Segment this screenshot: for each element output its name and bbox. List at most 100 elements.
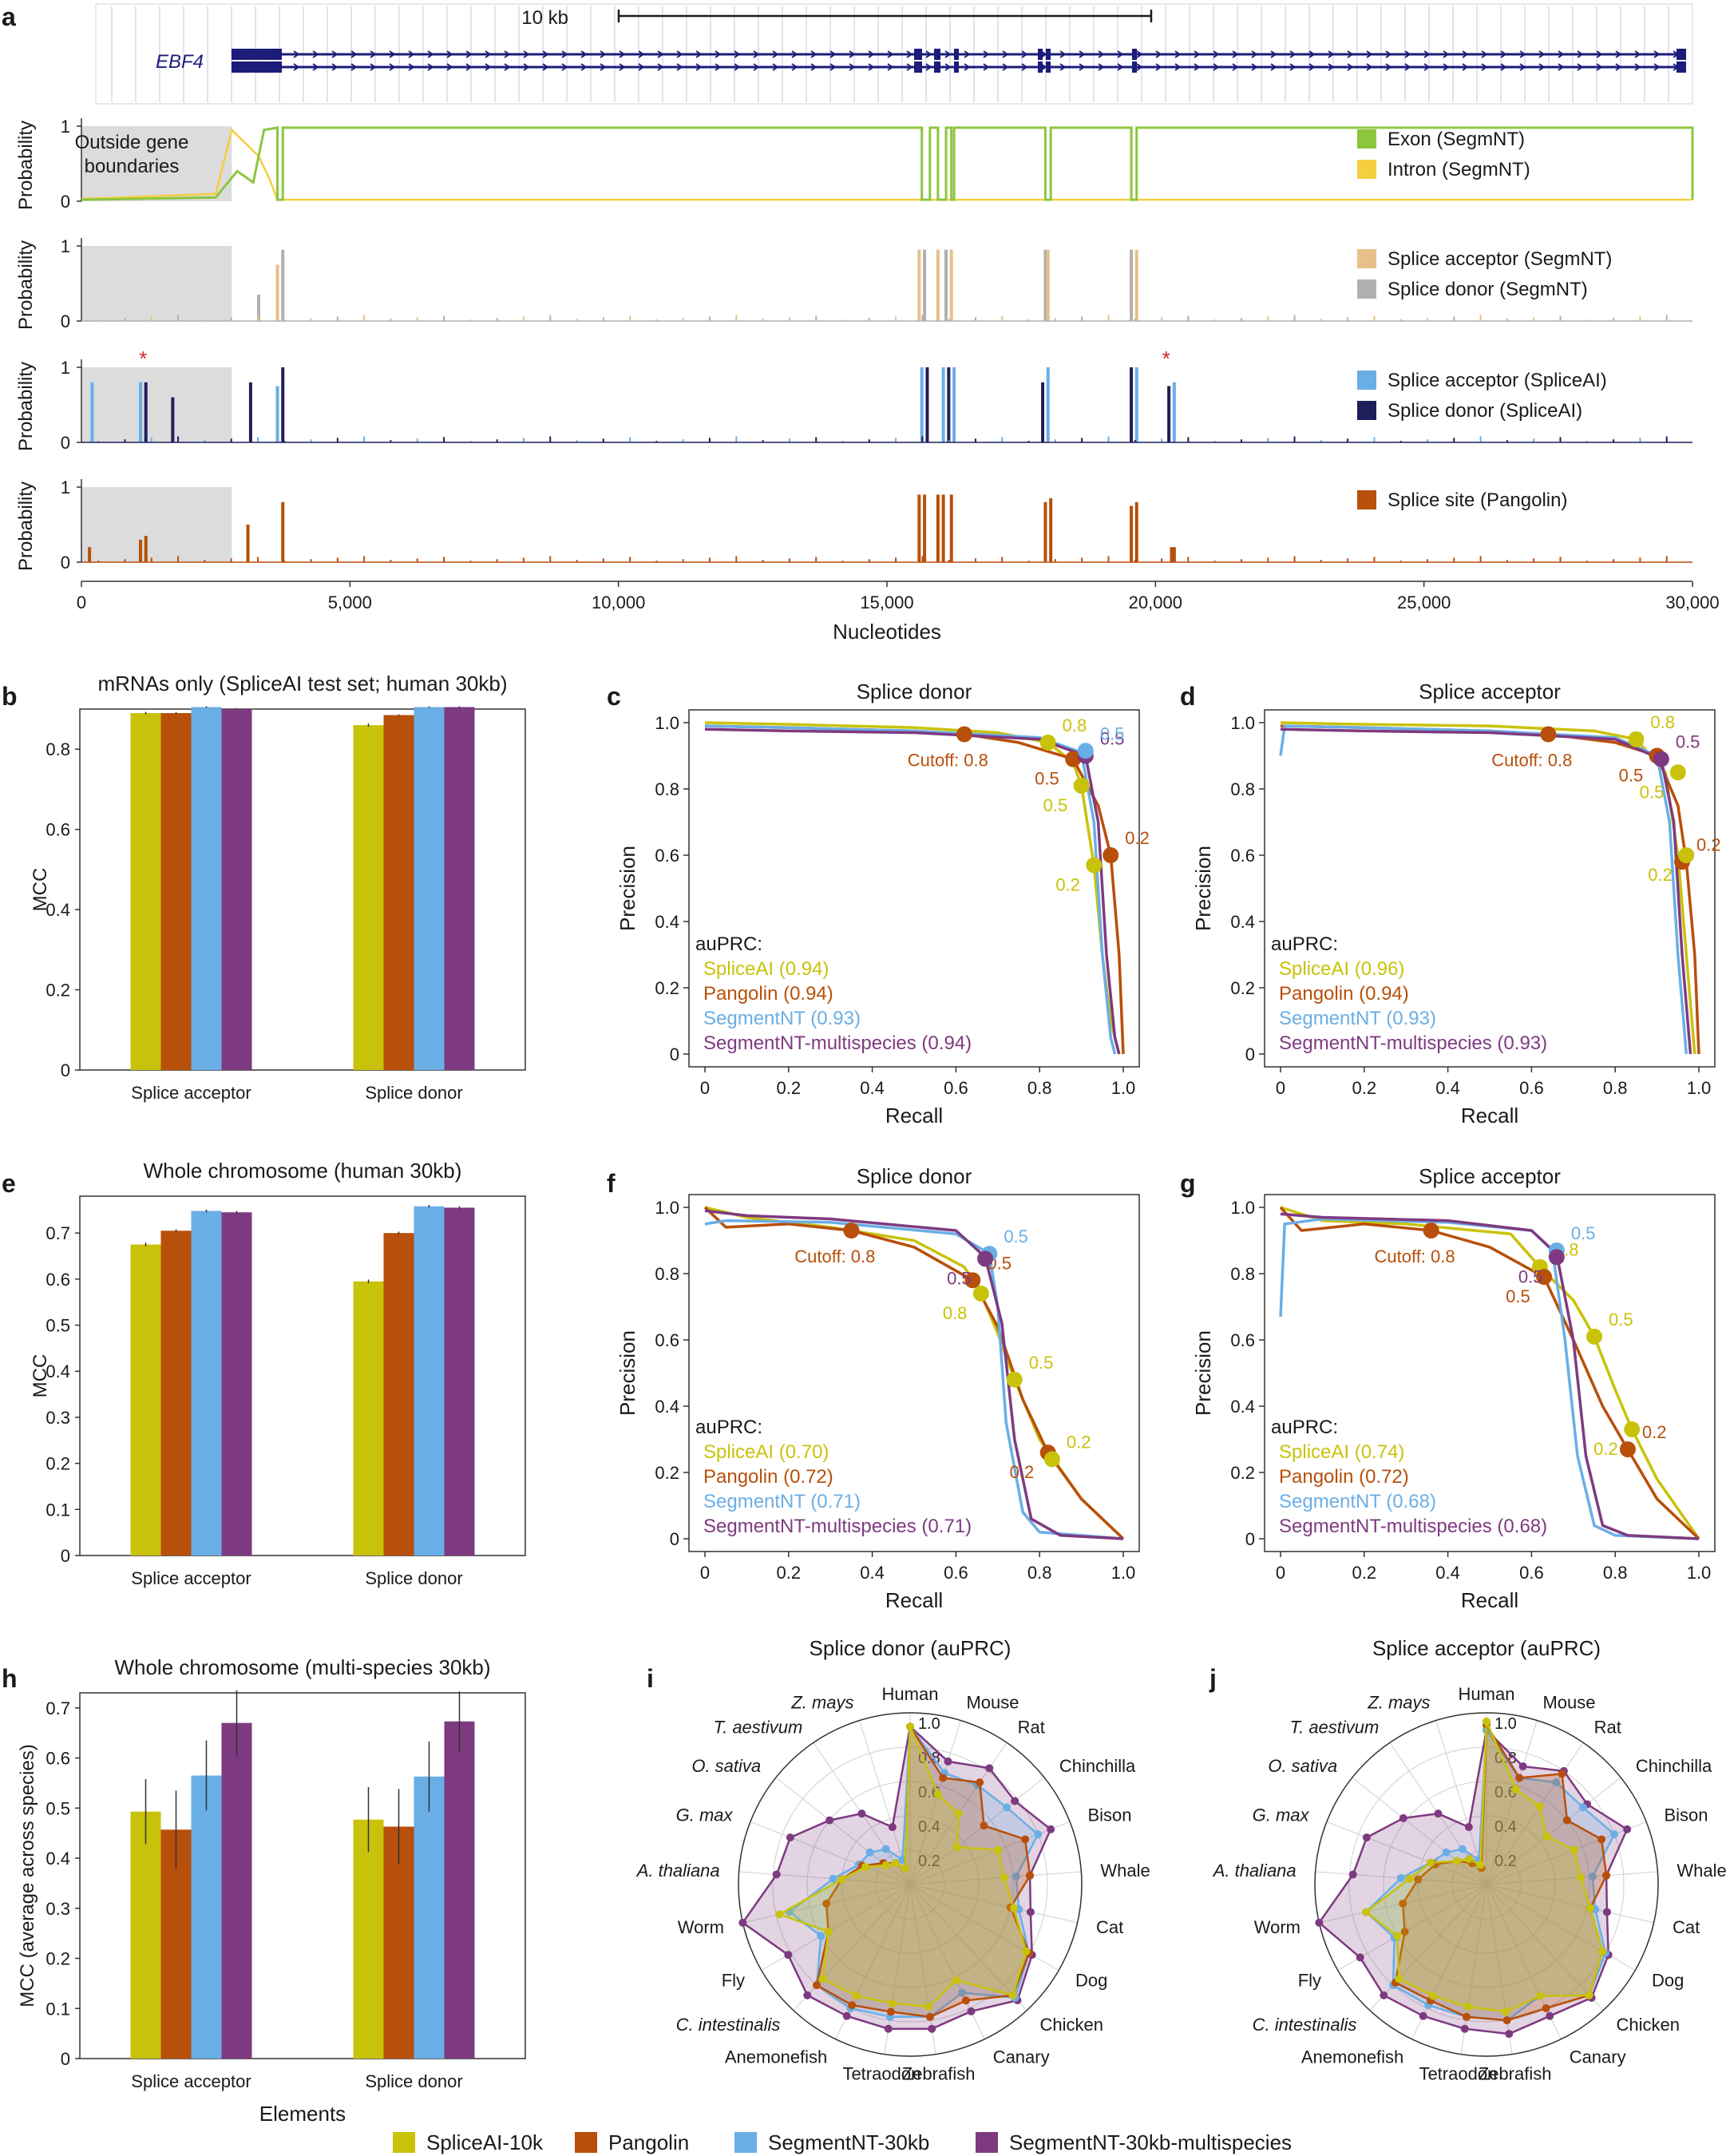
pr-plot-frame [1264, 1194, 1716, 1552]
radar-point [1453, 1857, 1462, 1865]
bar-segmentnt-30kb-multispecies [221, 709, 252, 1070]
pr-y-tick-label: 0.6 [1230, 846, 1255, 866]
gene-exon-block [954, 49, 959, 60]
pr-x-tick-label: 0.4 [1435, 1563, 1460, 1583]
pr-threshold-label: 0.8 [1063, 715, 1087, 735]
radar-category-label: Dog [1075, 1971, 1107, 1991]
pr-x-tick-label: 0.2 [1352, 1563, 1377, 1583]
radar-category-label: Fly [722, 1971, 745, 1991]
pr-y-tick-label: 0 [1245, 1529, 1255, 1549]
gene-strand-arrow [1385, 50, 1392, 58]
gene-strand-arrow [1385, 63, 1392, 71]
gene-strand-arrow [1634, 63, 1641, 71]
gene-strand-arrow [676, 63, 683, 71]
pr-threshold-label: 0.5 [1100, 729, 1125, 749]
gene-strand-arrow [964, 50, 971, 58]
radar-point [738, 1918, 747, 1927]
panel-label-g: g [1180, 1169, 1196, 1198]
pr-curve-pangolin [703, 1206, 1125, 1540]
pr-curve-segmentnt [1279, 724, 1688, 1055]
track-noise [682, 318, 684, 321]
pr-chart-title: Splice acceptor [1419, 680, 1561, 703]
track-noise [1293, 436, 1296, 442]
pr-threshold-label: 0.5 [1043, 795, 1068, 815]
radar-point [1502, 2016, 1511, 2025]
radar-spoke [793, 1884, 911, 2011]
pr-y-tick-label: 0.2 [655, 978, 679, 998]
radar-category-label: A. thaliana [1212, 1861, 1297, 1881]
gene-strand-arrow [1117, 50, 1124, 58]
radar-r-tick-label: 0.2 [1494, 1853, 1517, 1870]
radar-point [1562, 1816, 1571, 1825]
radar-spoke [738, 1871, 911, 1885]
track-noise [1001, 437, 1004, 442]
gene-strand-arrow [389, 50, 396, 58]
track-noise [762, 440, 764, 442]
gene-strand-arrow [1213, 50, 1220, 58]
pr-threshold-label: 0.2 [1125, 828, 1150, 848]
radar-series-spliceai-10k [777, 1726, 1027, 2008]
track-noise [1506, 319, 1508, 321]
bar-pangolin [383, 1826, 414, 2059]
track-noise [124, 559, 126, 562]
track-peak [917, 249, 921, 321]
track-noise [709, 557, 711, 562]
radar-category-label: Chinchilla [1059, 1756, 1136, 1776]
radar-category-label: Zebrafish [1479, 2063, 1552, 2083]
track-peak [1130, 505, 1134, 562]
pr-x-tick-label: 0.2 [777, 1563, 802, 1583]
track-noise [974, 317, 976, 321]
gene-strand-arrow [1194, 50, 1201, 58]
track-noise [1320, 319, 1322, 321]
pr-y-tick-label: 0.6 [655, 846, 679, 866]
pr-y-tick-label: 0 [1245, 1044, 1255, 1064]
bar-y-tick-label: 0.1 [46, 1999, 70, 2019]
track-noise [150, 557, 152, 562]
radar-category-label: Whale [1100, 1861, 1150, 1881]
pr-threshold-marker [1619, 1441, 1636, 1457]
auprc-legend-entry: SegmentNT (0.68) [1279, 1491, 1436, 1512]
bar-y-tick-label: 0.7 [46, 1223, 70, 1243]
radar-spoke [909, 1871, 1082, 1885]
gene-strand-arrow [868, 63, 875, 71]
gene-strand-arrow [1232, 50, 1239, 58]
track-noise [1134, 319, 1136, 321]
pr-threshold-label: 0.2 [1055, 874, 1080, 894]
pr-y-tick-label: 0.8 [655, 1264, 679, 1284]
pr-threshold-label: 0.2 [1648, 865, 1673, 885]
bar-segmentnt-30kb-multispecies [444, 707, 475, 1070]
gene-strand-arrow [331, 63, 338, 71]
pr-threshold-label: 0.5 [1035, 769, 1059, 789]
gene-strand-arrow [1443, 63, 1450, 71]
track-noise [1187, 557, 1190, 562]
track-noise [1427, 559, 1429, 562]
track-noise [1320, 440, 1322, 442]
track-noise [1267, 438, 1269, 442]
track-peak [1170, 547, 1174, 562]
radar-point [888, 1823, 897, 1832]
track-y-tick-label: 0 [61, 553, 70, 573]
track-noise [1586, 319, 1588, 321]
radar-point [1597, 1835, 1606, 1844]
track-noise [868, 318, 870, 321]
legend-swatch-segmentnt-30kb [734, 2132, 757, 2153]
radar-category-label: T. aestivum [1290, 1718, 1380, 1738]
gene-strand-arrow [600, 63, 607, 71]
track-noise [469, 441, 472, 442]
gene-strand-arrow [1366, 63, 1373, 71]
radar-category-label: G. max [676, 1805, 734, 1825]
pr-threshold-marker [1039, 734, 1056, 751]
radar-point [939, 1774, 948, 1782]
gene-strand-arrow [1155, 63, 1162, 71]
pr-x-tick-label: 0.6 [944, 1563, 968, 1583]
track-noise [363, 556, 366, 562]
track-noise [948, 560, 950, 562]
track-noise [256, 315, 259, 321]
auprc-legend-entry: Pangolin (0.94) [703, 983, 833, 1005]
track-legend-swatch [1357, 129, 1376, 149]
track-noise [496, 318, 498, 321]
track-noise [655, 561, 658, 562]
gene-strand-arrow [829, 63, 837, 71]
pr-y-tick-label: 0.8 [655, 779, 679, 799]
track-noise [948, 319, 950, 321]
